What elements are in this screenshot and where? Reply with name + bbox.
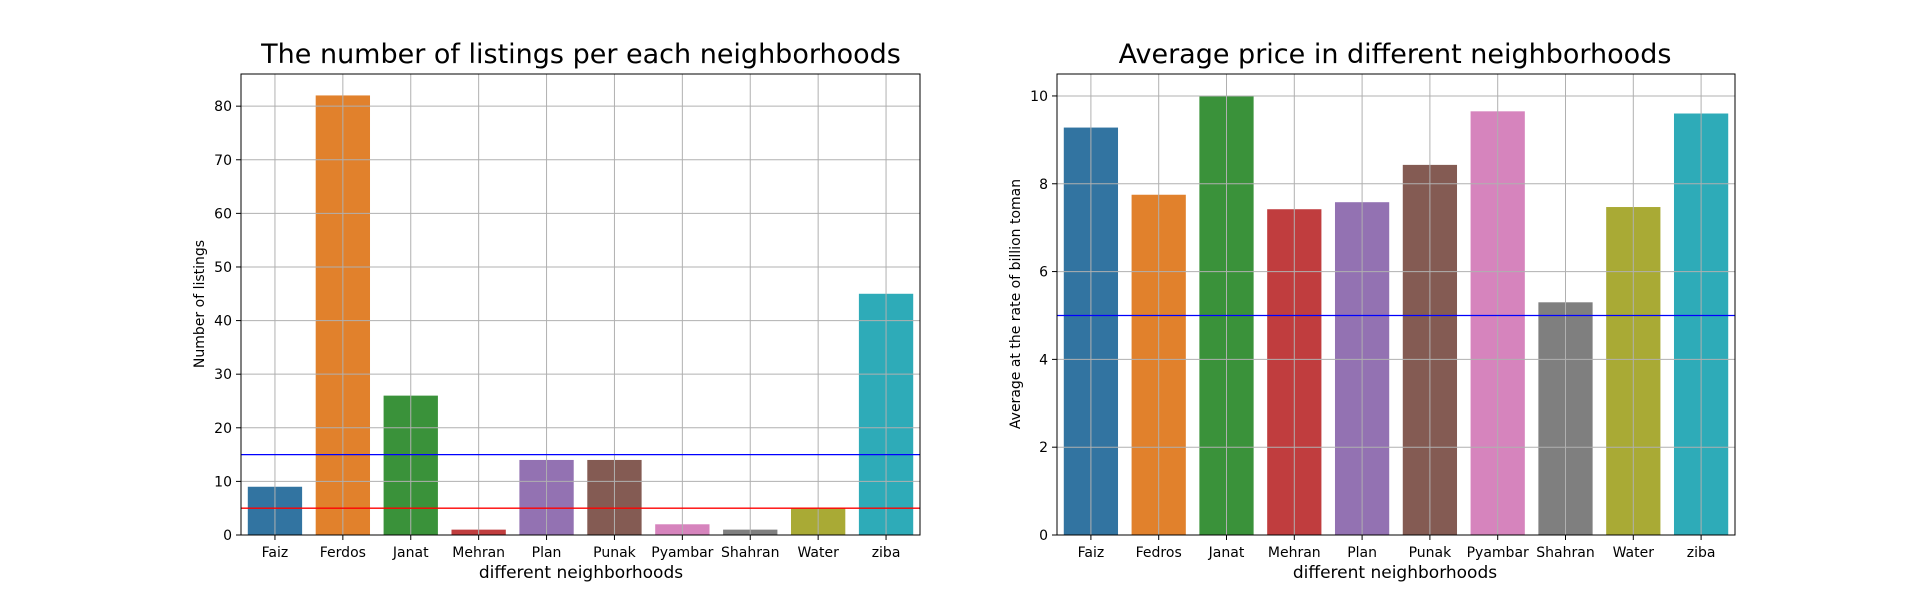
chart-title: The number of listings per each neighbor… [260, 39, 901, 70]
x-tick-label: Plan [532, 545, 562, 561]
y-tick-label: 2 [1039, 440, 1048, 456]
x-tick-label: ziba [1687, 545, 1716, 561]
x-tick-label: Punak [1409, 545, 1453, 561]
y-tick-label: 70 [214, 153, 232, 169]
chart-title: Average price in different neighborhoods [1119, 39, 1672, 70]
y-axis-label: Average at the rate of billion toman [1008, 179, 1024, 429]
x-tick-label: Janat [392, 545, 429, 561]
y-tick-label: 4 [1039, 352, 1048, 368]
y-axis-label: Number of listings [192, 240, 208, 368]
x-axis-label: different neighborhoods [479, 563, 683, 583]
x-tick-label: Shahran [721, 545, 779, 561]
plot-frame [1056, 73, 1736, 536]
x-tick-label: ziba [872, 545, 901, 561]
listings-count-chart: The number of listings per each neighbor… [192, 39, 921, 583]
y-tick-label: 60 [214, 206, 232, 222]
x-tick-label: Plan [1347, 545, 1377, 561]
y-tick-label: 0 [223, 528, 232, 544]
y-tick-label: 10 [1030, 89, 1048, 105]
x-tick-label: Pyambar [1467, 545, 1529, 561]
y-tick-label: 80 [214, 99, 232, 115]
x-tick-label: Shahran [1536, 545, 1594, 561]
y-tick-label: 10 [214, 474, 232, 490]
x-tick-label: Water [1613, 545, 1655, 561]
y-tick-label: 0 [1039, 528, 1048, 544]
x-tick-label: Janat [1208, 545, 1245, 561]
y-tick-label: 50 [214, 260, 232, 276]
x-tick-label: Fedros [1136, 545, 1182, 561]
x-tick-label: Ferdos [320, 545, 366, 561]
average-price-chart: Average price in different neighborhoods… [1008, 39, 1736, 583]
x-tick-label: Faiz [1078, 545, 1105, 561]
x-axis-label: different neighborhoods [1293, 563, 1497, 583]
y-tick-label: 6 [1039, 265, 1048, 281]
x-tick-label: Faiz [262, 545, 289, 561]
x-tick-label: Punak [593, 545, 637, 561]
plot-frame [240, 73, 921, 536]
y-tick-label: 20 [214, 421, 232, 437]
x-tick-label: Water [797, 545, 839, 561]
y-tick-label: 40 [214, 314, 232, 330]
y-tick-label: 30 [214, 367, 232, 383]
y-tick-label: 8 [1039, 177, 1048, 193]
x-tick-label: Mehran [452, 545, 505, 561]
x-tick-label: Pyambar [651, 545, 713, 561]
x-tick-label: Mehran [1268, 545, 1321, 561]
